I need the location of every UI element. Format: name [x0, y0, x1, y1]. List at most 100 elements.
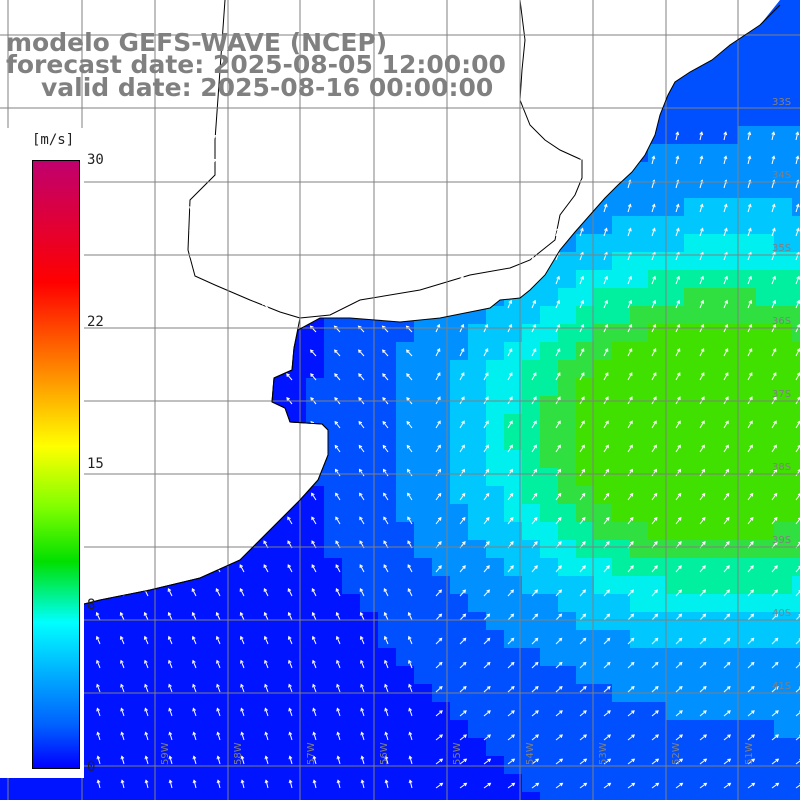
wind-cell — [414, 738, 433, 757]
wind-arrow — [191, 516, 197, 525]
wind-arrow — [771, 275, 776, 285]
wind-arrow — [287, 492, 293, 501]
wind-cell — [720, 54, 739, 73]
wind-arrow — [284, 158, 293, 165]
wind-cell — [738, 468, 757, 487]
wind-arrow — [384, 707, 389, 717]
wind-cell — [738, 54, 757, 73]
wind-arrow — [408, 707, 413, 717]
wind-cell — [144, 774, 163, 793]
wind-cell — [738, 702, 757, 721]
wind-cell — [414, 630, 433, 649]
wind-arrow — [263, 587, 269, 597]
wind-cell — [738, 432, 757, 451]
wind-cell — [558, 342, 577, 361]
wind-arrow — [358, 468, 365, 477]
wind-cell — [126, 738, 145, 757]
wind-cell — [756, 270, 775, 289]
wind-cell — [648, 360, 667, 379]
wind-arrow — [483, 275, 488, 285]
wind-arrow — [360, 659, 365, 669]
wind-arrow — [651, 203, 656, 213]
wind-arrow — [627, 372, 633, 381]
wind-arrow — [651, 589, 659, 597]
wind-cell — [306, 324, 325, 343]
wind-arrow — [723, 613, 731, 621]
wind-cell — [414, 792, 433, 800]
wind-cell — [756, 702, 775, 721]
wind-arrow — [555, 347, 561, 357]
wind-cell — [792, 324, 800, 343]
wind-arrow — [94, 444, 101, 453]
wind-cell — [270, 576, 289, 595]
wind-cell — [558, 756, 577, 775]
wind-cell — [558, 522, 577, 541]
wind-arrow — [240, 755, 245, 765]
wind-arrow — [795, 565, 800, 573]
wind-arrow — [188, 134, 197, 141]
wind-arrow — [771, 203, 776, 213]
wind-arrow — [142, 468, 149, 477]
wind-cell — [792, 252, 800, 271]
colorbar-tick-label: 30 — [87, 152, 104, 168]
wind-arrow — [191, 587, 197, 597]
wind-arrow — [795, 251, 800, 261]
wind-cell — [666, 414, 685, 433]
wind-cell — [720, 396, 739, 415]
wind-arrow — [167, 564, 173, 573]
wind-cell — [594, 216, 613, 235]
wind-cell — [72, 774, 91, 793]
wind-arrow — [459, 782, 468, 789]
wind-cell — [252, 720, 271, 739]
wind-cell — [612, 576, 631, 595]
wind-cell — [774, 630, 793, 649]
wind-cell — [666, 342, 685, 361]
wind-cell — [414, 612, 433, 631]
wind-cell — [594, 558, 613, 577]
wind-cell — [378, 378, 397, 397]
wind-cell — [450, 450, 469, 469]
wind-cell — [666, 252, 685, 271]
wind-cell — [720, 252, 739, 271]
wind-arrow — [507, 710, 515, 717]
wind-cell — [486, 630, 505, 649]
wind-cell — [792, 432, 800, 451]
wind-cell — [324, 396, 343, 415]
wind-cell — [738, 720, 757, 739]
wind-cell — [792, 306, 800, 325]
wind-cell — [612, 486, 631, 505]
wind-cell — [216, 576, 235, 595]
wind-arrow — [747, 251, 752, 261]
wind-arrow — [675, 347, 681, 357]
wind-arrow — [771, 492, 778, 501]
wind-cell — [558, 504, 577, 523]
wind-cell — [792, 342, 800, 361]
wind-arrow — [309, 349, 317, 357]
wind-arrow — [309, 277, 317, 285]
wind-cell — [612, 792, 631, 800]
wind-arrow — [96, 683, 101, 693]
wind-arrow — [723, 275, 728, 285]
wind-arrow — [795, 275, 800, 285]
wind-arrow — [459, 299, 465, 309]
wind-cell — [558, 306, 577, 325]
wind-cell — [666, 324, 685, 343]
wind-cell — [252, 648, 271, 667]
wind-cell — [342, 612, 361, 631]
wind-arrow — [603, 420, 609, 429]
wind-cell — [774, 198, 793, 217]
wind-cell — [630, 774, 649, 793]
wind-cell — [450, 324, 469, 343]
wind-cell — [486, 504, 505, 523]
wind-arrow — [459, 758, 468, 765]
wind-cell — [468, 648, 487, 667]
wind-cell — [486, 360, 505, 379]
wind-cell — [720, 288, 739, 307]
wind-arrow — [144, 731, 149, 741]
wind-cell — [684, 774, 703, 793]
wind-cell — [792, 144, 800, 163]
wind-cell — [774, 648, 793, 667]
wind-cell — [756, 90, 775, 109]
wind-cell — [756, 162, 775, 181]
wind-arrow — [260, 182, 269, 189]
